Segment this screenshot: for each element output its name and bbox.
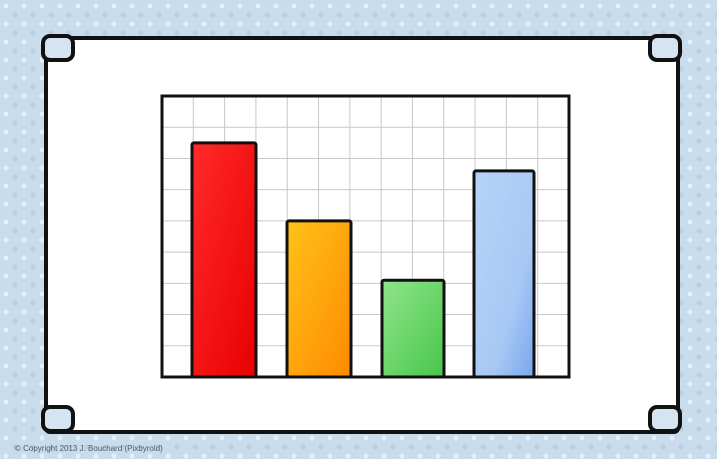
bar-2 <box>287 221 351 377</box>
bar-3 <box>382 280 444 377</box>
bar-4 <box>474 171 534 377</box>
copyright-notice: © Copyright 2013 J. Bouchard (Pixbyrold) <box>15 444 163 453</box>
bar-1 <box>192 143 256 377</box>
